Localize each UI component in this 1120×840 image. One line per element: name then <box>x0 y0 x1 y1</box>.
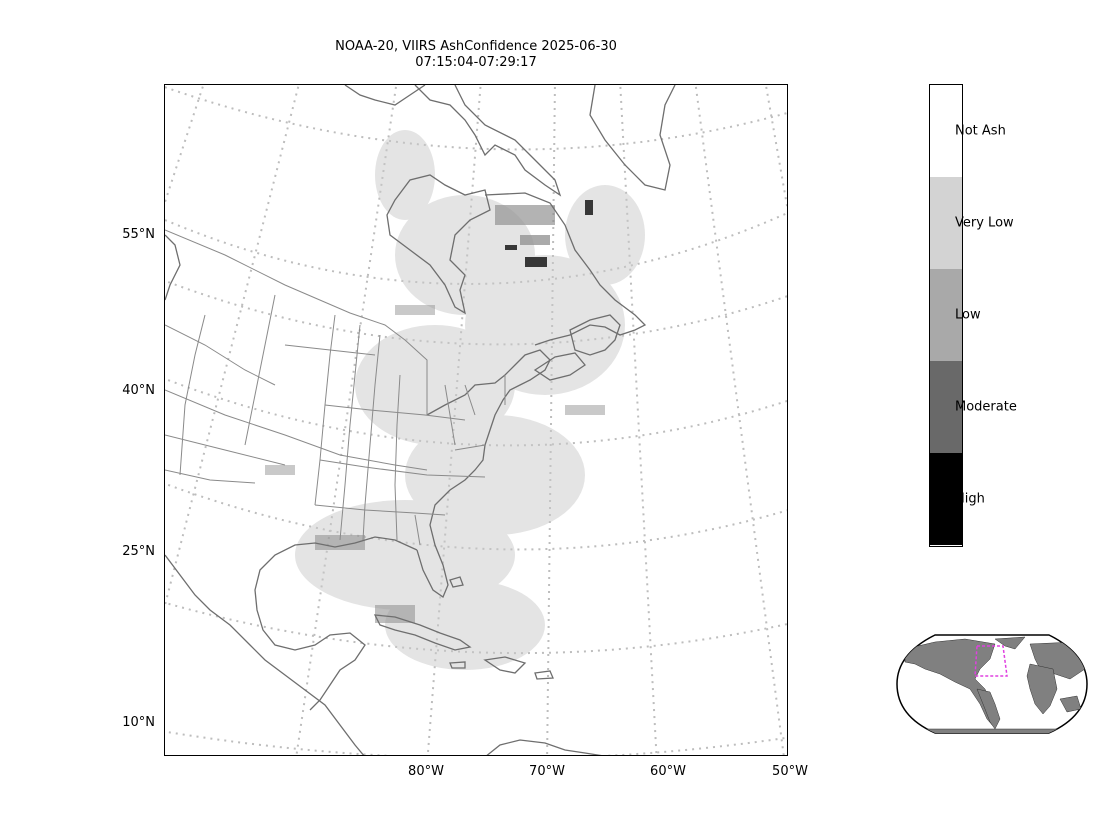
newfoundland <box>569 314 621 356</box>
map-canvas <box>165 85 787 755</box>
parallel-10n <box>165 730 787 755</box>
title-line-2: 07:15:04-07:29:17 <box>415 55 537 70</box>
lon-label-60w: 60°W <box>650 764 686 779</box>
coastlines <box>165 85 676 755</box>
inset-land <box>904 636 1087 733</box>
lat-label-10n: 10°N <box>122 715 155 730</box>
colorbar-label-low: Low <box>955 307 981 323</box>
lon-label-80w: 80°W <box>408 764 444 779</box>
mexico-pacific-coast <box>165 554 365 755</box>
colorbar-segment-moderate <box>930 361 962 453</box>
meridian-50w <box>694 85 785 755</box>
colorbar-label-high: High <box>955 491 985 507</box>
gulf-coast <box>254 536 418 711</box>
parallel-50n <box>165 279 787 346</box>
inset-extent-box <box>974 645 1008 677</box>
ash-swath <box>265 130 645 670</box>
meridian-60w <box>619 85 658 755</box>
world-inset-map <box>896 634 1088 734</box>
baffin-coast <box>344 85 426 106</box>
colorbar <box>929 84 963 547</box>
parallel-30n <box>165 482 787 551</box>
hispaniola <box>483 656 527 674</box>
colorbar-label-very-low: Very Low <box>955 215 1014 231</box>
lat-label-55n: 55°N <box>122 227 155 242</box>
colorbar-segment-high <box>930 453 962 545</box>
lon-label-50w: 50°W <box>772 764 808 779</box>
greenland-coast <box>589 85 676 191</box>
puerto-rico <box>534 670 554 680</box>
canada-us-border <box>165 229 428 415</box>
bahamas <box>449 576 464 588</box>
meridian-40w <box>764 85 787 212</box>
meridian-100w <box>165 85 300 606</box>
map-panel[interactable] <box>164 84 788 756</box>
colorbar-segment-low <box>930 269 962 361</box>
lon-label-70w: 70°W <box>529 764 565 779</box>
jamaica <box>449 661 466 669</box>
arctic-islands <box>414 85 562 197</box>
map-title: NOAA-20, VIIRS AshConfidence 2025-06-30 … <box>164 39 788 71</box>
cuba <box>373 614 472 651</box>
state-borders <box>165 229 506 546</box>
meridian-70w <box>546 85 556 755</box>
lat-label-40n: 40°N <box>122 383 155 398</box>
colorbar-label-moderate: Moderate <box>955 399 1017 415</box>
colorbar-label-not-ash: Not Ash <box>955 123 1006 139</box>
south-america-coast <box>486 739 602 755</box>
west-coast <box>165 234 181 301</box>
hudson-bay-coast <box>386 174 491 315</box>
labrador-coast <box>484 192 647 346</box>
title-line-1: NOAA-20, VIIRS AshConfidence 2025-06-30 <box>335 39 617 54</box>
colorbar-segment-very-low <box>930 177 962 269</box>
nova-scotia <box>533 352 586 381</box>
colorbar-segment-not-ash <box>930 85 962 177</box>
lat-label-25n: 25°N <box>122 544 155 559</box>
meridian-80w <box>426 85 482 755</box>
